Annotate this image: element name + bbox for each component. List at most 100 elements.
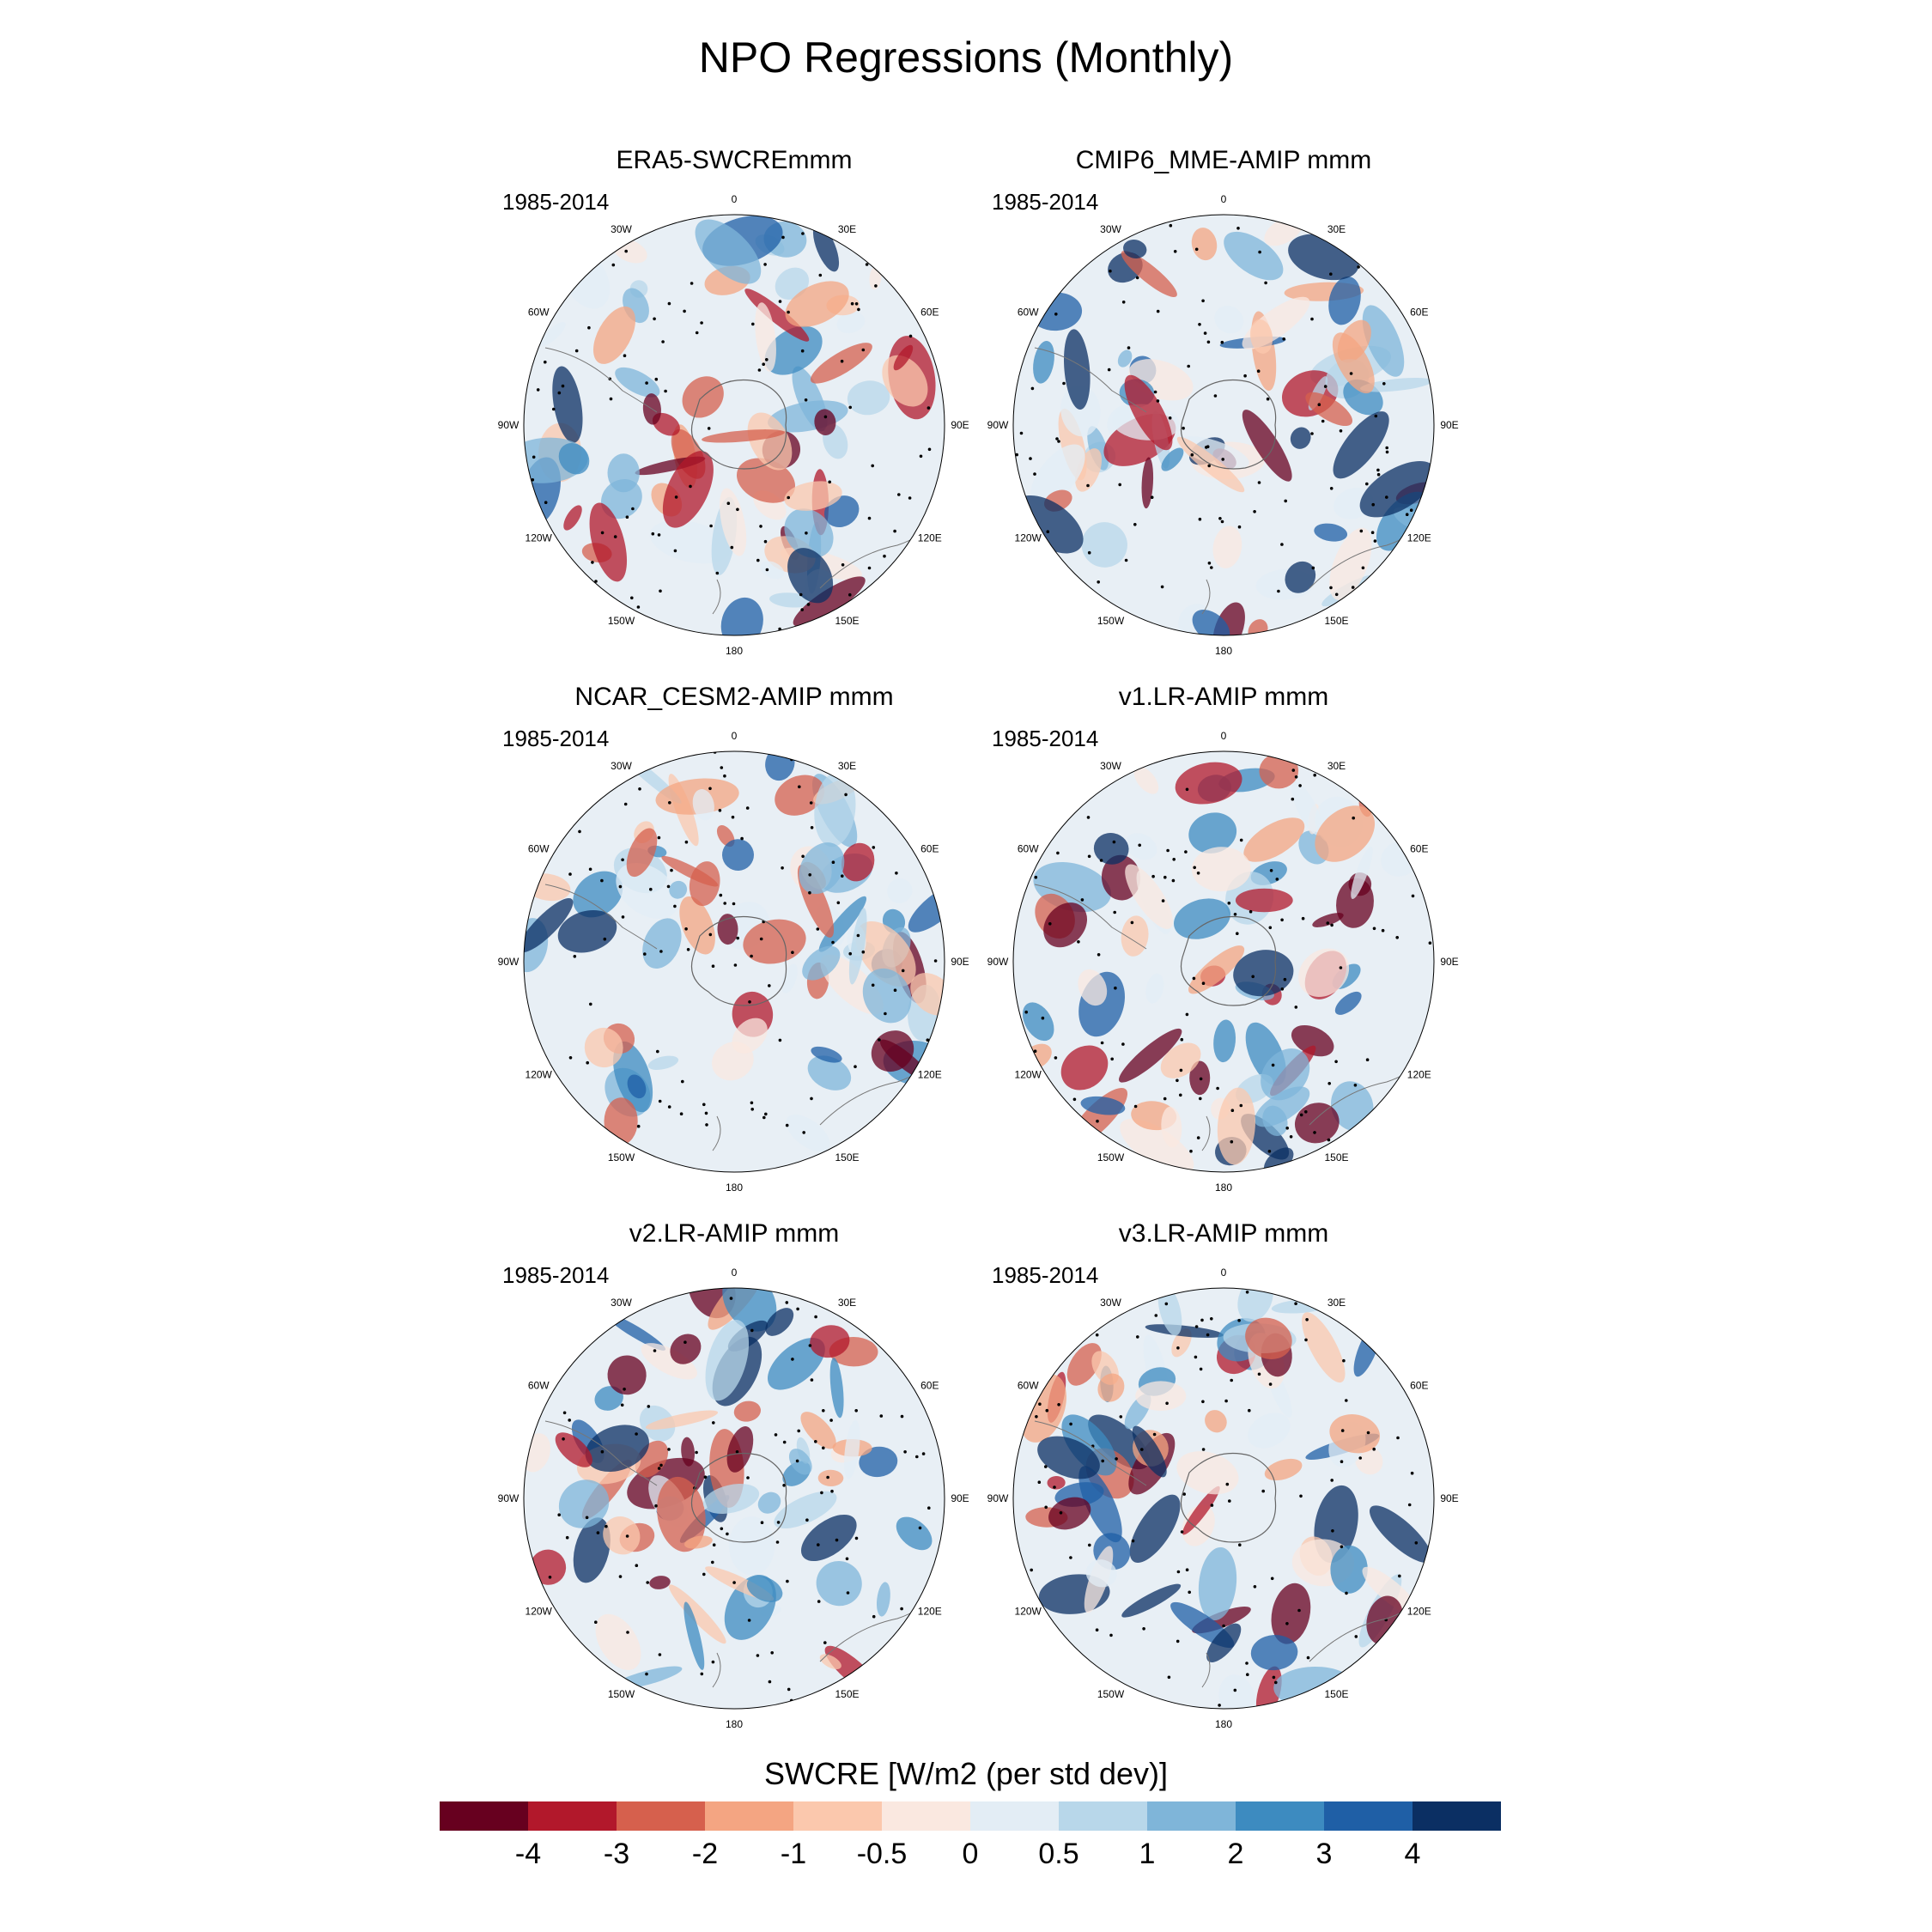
- longitude-label: 120E: [1407, 1069, 1431, 1081]
- longitude-label: 180: [726, 1182, 743, 1194]
- longitude-label: 60W: [528, 1380, 550, 1392]
- longitude-label: 90E: [1440, 1492, 1458, 1504]
- longitude-label: 60E: [1410, 307, 1428, 319]
- polar-map: 0 30E 60E 90E 120E 150E 180 150W 120W 90W 60W 30W: [987, 1267, 1459, 1730]
- longitude-label: 180: [726, 645, 743, 657]
- colorbar-tick-label: -4: [514, 1838, 542, 1870]
- longitude-label: 120E: [1407, 532, 1431, 544]
- period-label: 1985-2014: [502, 189, 610, 215]
- colorbar-swatch: [1236, 1801, 1324, 1831]
- colorbar-tick-label: -2: [691, 1838, 719, 1870]
- longitude-label: 0: [732, 1267, 738, 1279]
- colorbar-swatch: [705, 1801, 793, 1831]
- longitude-label: 30E: [1327, 1297, 1346, 1309]
- longitude-label: 60W: [528, 843, 550, 855]
- map-panel: ERA5-SWCREmmm 0 30E 60E 90E 120E 150E 180 150W 12…: [477, 146, 992, 657]
- colorbar-swatch: [440, 1801, 528, 1831]
- longitude-label: 90W: [498, 419, 519, 431]
- colorbar-title: SWCRE [W/m2 (per std dev)]: [763, 1756, 1169, 1791]
- longitude-label: 60E: [1410, 1380, 1428, 1392]
- longitude-label: 120E: [918, 1606, 942, 1618]
- longitude-label: 0: [732, 193, 738, 205]
- longitude-label: 120W: [1015, 1606, 1042, 1618]
- period-label: 1985-2014: [502, 726, 610, 751]
- longitude-label: 150W: [608, 615, 635, 627]
- polar-map: 0 30E 60E 90E 120E 150E 180 150W 120W 90W 60W 30W: [498, 1267, 969, 1730]
- period-label: 1985-2014: [992, 1262, 1099, 1288]
- polar-map: 0 30E 60E 90E 120E 150E 180 150W 120W 90W 60W 30W: [498, 730, 969, 1194]
- period-label: 1985-2014: [502, 1262, 610, 1288]
- colorbar-tick-label: 2: [1227, 1838, 1244, 1870]
- panel-title: CMIP6_MME-AMIP mmm: [1075, 146, 1372, 174]
- colorbar-swatch: [1147, 1801, 1236, 1831]
- colorbar-tick-label: 3: [1315, 1838, 1333, 1870]
- longitude-label: 120W: [1015, 532, 1042, 544]
- colorbar-tick-label: 4: [1404, 1838, 1421, 1870]
- longitude-label: 120W: [526, 1606, 553, 1618]
- longitude-label: 120W: [1015, 1069, 1042, 1081]
- longitude-label: 30E: [1327, 223, 1346, 235]
- period-label: 1985-2014: [992, 726, 1099, 751]
- longitude-label: 150E: [1324, 1151, 1348, 1163]
- longitude-label: 150E: [835, 1688, 859, 1700]
- colorbar-tick-label: 0.5: [1038, 1838, 1079, 1870]
- longitude-label: 0: [732, 730, 738, 742]
- longitude-label: 120E: [918, 1069, 942, 1081]
- colorbar-swatch: [793, 1801, 882, 1831]
- longitude-label: 90W: [987, 1492, 1009, 1504]
- longitude-label: 90E: [951, 1492, 969, 1504]
- colorbar-tick-label: 0: [962, 1838, 979, 1870]
- colorbar-swatch: [970, 1801, 1059, 1831]
- longitude-label: 60E: [920, 1380, 939, 1392]
- panel-title: v2.LR-AMIP mmm: [629, 1219, 840, 1248]
- map-panel: NCAR_CESM2-AMIP mmm 0 30E 60E 90E 120E 150E 180…: [477, 683, 992, 1194]
- longitude-label: 150W: [608, 1151, 635, 1163]
- longitude-label: 180: [1215, 1182, 1232, 1194]
- longitude-label: 150W: [1097, 1688, 1125, 1700]
- longitude-label: 0: [1221, 730, 1227, 742]
- longitude-label: 30W: [611, 760, 632, 772]
- longitude-label: 150E: [835, 1151, 859, 1163]
- polar-map: 0 30E 60E 90E 120E 150E 180 150W 120W 90W 60W 30W: [987, 730, 1459, 1194]
- longitude-label: 60E: [920, 843, 939, 855]
- colorbar-swatch: [528, 1801, 617, 1831]
- longitude-label: 90W: [987, 956, 1009, 968]
- panel-title: v1.LR-AMIP mmm: [1118, 683, 1329, 711]
- longitude-label: 30W: [1100, 760, 1121, 772]
- longitude-label: 90E: [1440, 956, 1458, 968]
- longitude-label: 0: [1221, 193, 1227, 205]
- longitude-label: 150W: [608, 1688, 635, 1700]
- longitude-label: 120E: [918, 532, 942, 544]
- longitude-label: 90E: [951, 956, 969, 968]
- longitude-label: 30W: [1100, 223, 1121, 235]
- longitude-label: 60W: [1018, 1380, 1039, 1392]
- panel-title: NCAR_CESM2-AMIP mmm: [574, 683, 894, 711]
- colorbar-tick-label: -3: [603, 1838, 630, 1870]
- figure-title: NPO Regressions (Monthly): [698, 33, 1234, 82]
- longitude-label: 30E: [1327, 760, 1346, 772]
- colorbar: [440, 1801, 1501, 1831]
- longitude-label: 60E: [920, 307, 939, 319]
- longitude-label: 60E: [1410, 843, 1428, 855]
- longitude-label: 60W: [1018, 843, 1039, 855]
- longitude-label: 90W: [987, 419, 1009, 431]
- longitude-label: 60W: [528, 307, 550, 319]
- colorbar-swatch: [882, 1801, 970, 1831]
- longitude-label: 30W: [1100, 1297, 1121, 1309]
- longitude-label: 150E: [1324, 615, 1348, 627]
- longitude-label: 120W: [526, 1069, 553, 1081]
- map-panel: v1.LR-AMIP mmm 0 30E 60E 90E 120E 150E 180 150W 1…: [966, 683, 1481, 1194]
- longitude-label: 90W: [498, 956, 519, 968]
- longitude-label: 150W: [1097, 1151, 1125, 1163]
- period-label: 1985-2014: [992, 189, 1099, 215]
- polar-map: 0 30E 60E 90E 120E 150E 180 150W 120W 90W 60W 30W: [987, 193, 1459, 657]
- longitude-label: 150E: [835, 615, 859, 627]
- longitude-label: 30E: [838, 223, 856, 235]
- longitude-label: 150E: [1324, 1688, 1348, 1700]
- panel-title: v3.LR-AMIP mmm: [1118, 1219, 1329, 1248]
- map-panel: v3.LR-AMIP mmm 0 30E 60E 90E 120E 150E 180 150W 1…: [966, 1219, 1481, 1730]
- longitude-label: 180: [1215, 1718, 1232, 1730]
- map-panel: v2.LR-AMIP mmm 0 30E 60E 90E 120E 150E 180 150W 1…: [477, 1219, 992, 1730]
- longitude-label: 180: [1215, 645, 1232, 657]
- longitude-label: 90W: [498, 1492, 519, 1504]
